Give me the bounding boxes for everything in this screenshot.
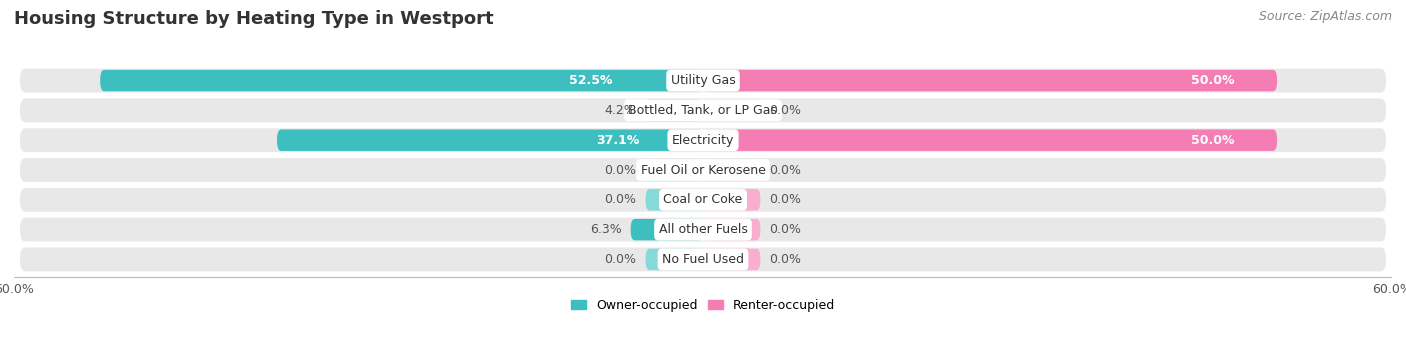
FancyBboxPatch shape xyxy=(645,249,703,270)
Text: 0.0%: 0.0% xyxy=(605,253,637,266)
FancyBboxPatch shape xyxy=(645,100,703,121)
FancyBboxPatch shape xyxy=(277,130,703,151)
FancyBboxPatch shape xyxy=(703,130,1277,151)
FancyBboxPatch shape xyxy=(703,159,761,181)
FancyBboxPatch shape xyxy=(20,188,1386,212)
FancyBboxPatch shape xyxy=(20,218,1386,241)
Legend: Owner-occupied, Renter-occupied: Owner-occupied, Renter-occupied xyxy=(571,299,835,312)
Text: Bottled, Tank, or LP Gas: Bottled, Tank, or LP Gas xyxy=(628,104,778,117)
FancyBboxPatch shape xyxy=(645,189,703,210)
FancyBboxPatch shape xyxy=(703,189,761,210)
Text: Utility Gas: Utility Gas xyxy=(671,74,735,87)
Text: 0.0%: 0.0% xyxy=(769,164,801,176)
Text: 50.0%: 50.0% xyxy=(1191,74,1234,87)
FancyBboxPatch shape xyxy=(703,70,1277,91)
Text: Fuel Oil or Kerosene: Fuel Oil or Kerosene xyxy=(641,164,765,176)
Text: All other Fuels: All other Fuels xyxy=(658,223,748,236)
Text: No Fuel Used: No Fuel Used xyxy=(662,253,744,266)
Text: 0.0%: 0.0% xyxy=(605,193,637,206)
Text: 0.0%: 0.0% xyxy=(769,193,801,206)
Text: 6.3%: 6.3% xyxy=(589,223,621,236)
FancyBboxPatch shape xyxy=(100,70,703,91)
FancyBboxPatch shape xyxy=(703,249,761,270)
Text: Electricity: Electricity xyxy=(672,134,734,147)
Text: 37.1%: 37.1% xyxy=(596,134,640,147)
Text: 0.0%: 0.0% xyxy=(769,253,801,266)
Text: 52.5%: 52.5% xyxy=(569,74,613,87)
Text: Coal or Coke: Coal or Coke xyxy=(664,193,742,206)
FancyBboxPatch shape xyxy=(703,100,761,121)
Text: 0.0%: 0.0% xyxy=(605,164,637,176)
FancyBboxPatch shape xyxy=(20,69,1386,92)
Text: Source: ZipAtlas.com: Source: ZipAtlas.com xyxy=(1258,10,1392,23)
Text: 0.0%: 0.0% xyxy=(769,104,801,117)
FancyBboxPatch shape xyxy=(20,248,1386,271)
FancyBboxPatch shape xyxy=(631,219,703,240)
Text: 0.0%: 0.0% xyxy=(769,223,801,236)
Text: Housing Structure by Heating Type in Westport: Housing Structure by Heating Type in Wes… xyxy=(14,10,494,28)
FancyBboxPatch shape xyxy=(20,128,1386,152)
FancyBboxPatch shape xyxy=(645,159,703,181)
FancyBboxPatch shape xyxy=(20,99,1386,122)
FancyBboxPatch shape xyxy=(20,158,1386,182)
Text: 4.2%: 4.2% xyxy=(605,104,637,117)
FancyBboxPatch shape xyxy=(703,219,761,240)
Text: 50.0%: 50.0% xyxy=(1191,134,1234,147)
